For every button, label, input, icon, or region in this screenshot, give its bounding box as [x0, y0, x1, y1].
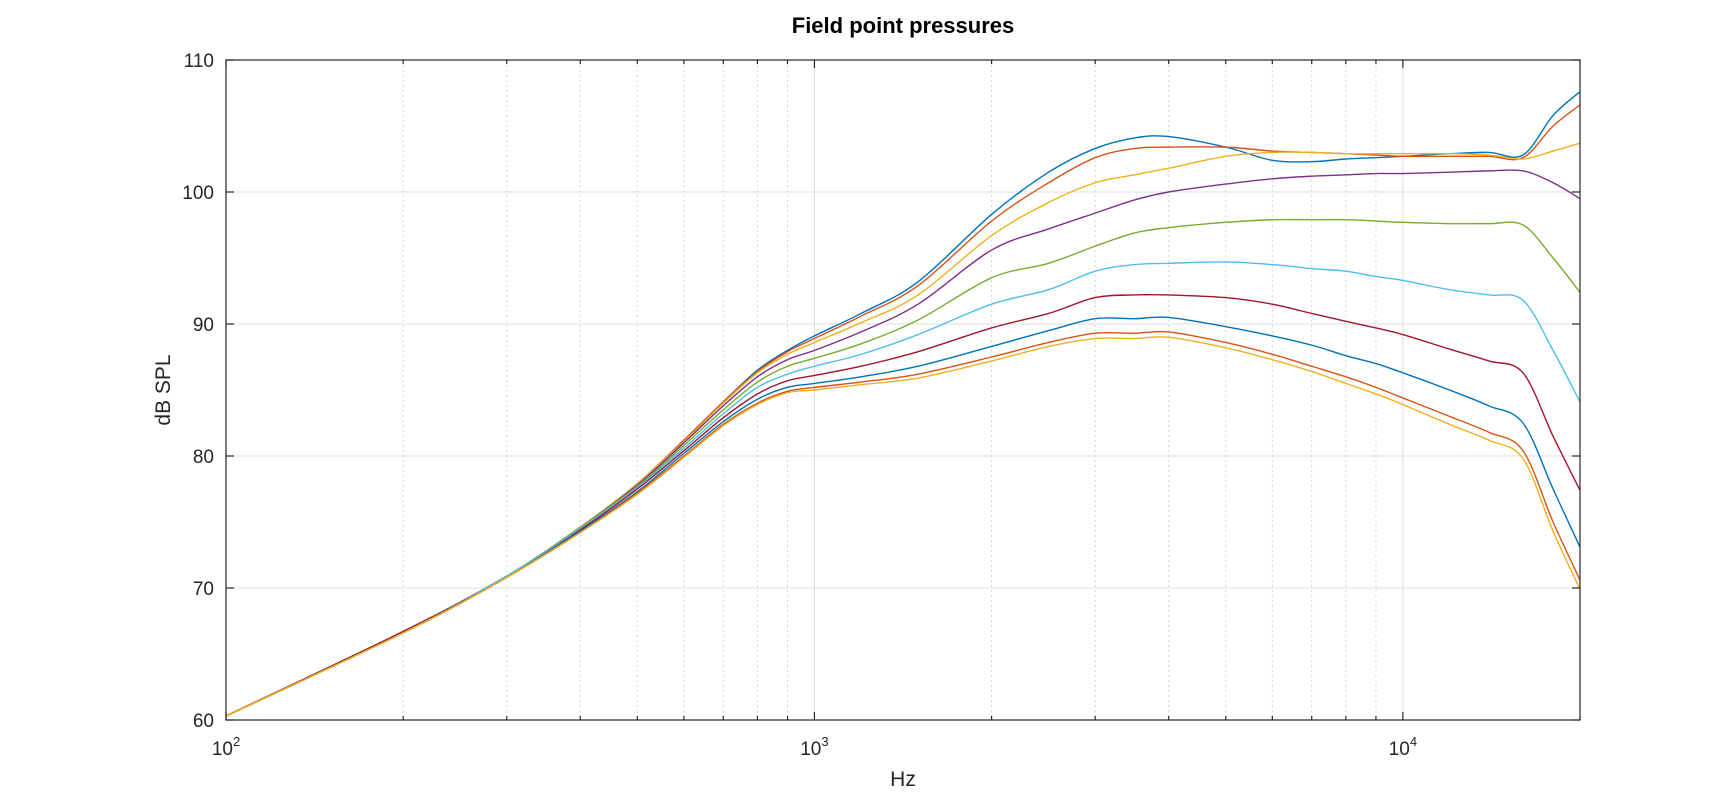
- x-tick-label: 102: [212, 734, 240, 760]
- series-line-8: [225, 316, 1581, 717]
- y-tick-label: 60: [193, 711, 214, 732]
- series-line-5: [225, 218, 1581, 717]
- series-line-6: [225, 261, 1581, 717]
- x-axis-label: Hz: [890, 768, 916, 791]
- plot-frame: [225, 59, 1581, 721]
- y-tick-label: 100: [182, 183, 214, 204]
- series-layer: [225, 91, 1581, 717]
- y-tick-labels: 60 70 80 90 100 110: [182, 51, 214, 732]
- y-axis-label: dB SPL: [152, 354, 175, 425]
- chart-title: Field point pressures: [792, 13, 1015, 38]
- series-line-10: [225, 336, 1581, 717]
- y-tick-label: 90: [193, 315, 214, 336]
- series-line-7: [225, 293, 1581, 717]
- ticks: [225, 59, 1581, 721]
- x-tick-labels: 102 103 104: [212, 734, 1417, 760]
- x-tick-label: 104: [1389, 734, 1417, 760]
- plot-background: [226, 60, 1580, 720]
- y-tick-label: 80: [193, 447, 214, 468]
- y-tick-label: 70: [193, 579, 214, 600]
- y-tick-label: 110: [184, 51, 214, 72]
- x-tick-label: 103: [800, 734, 828, 760]
